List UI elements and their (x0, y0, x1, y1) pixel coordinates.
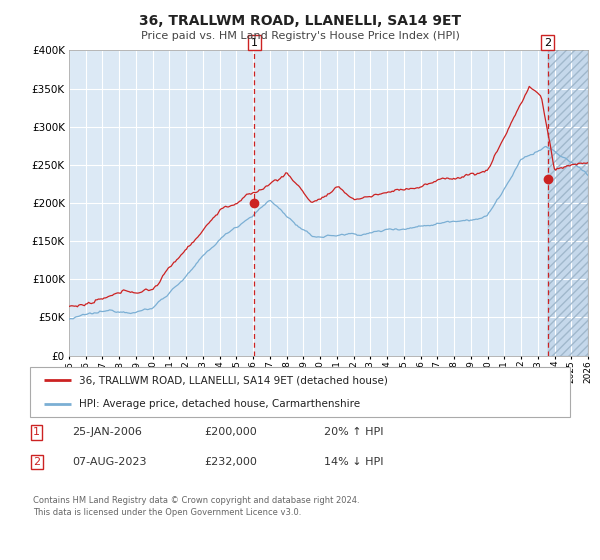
Text: 2: 2 (33, 457, 40, 467)
Bar (548, 50, 588, 356)
Bar (548, 50, 588, 356)
Text: £200,000: £200,000 (204, 427, 257, 437)
Text: £232,000: £232,000 (204, 457, 257, 467)
Text: 36, TRALLWM ROAD, LLANELLI, SA14 9ET: 36, TRALLWM ROAD, LLANELLI, SA14 9ET (139, 14, 461, 28)
Text: HPI: Average price, detached house, Carmarthenshire: HPI: Average price, detached house, Carm… (79, 399, 360, 409)
FancyBboxPatch shape (30, 367, 570, 417)
Text: 36, TRALLWM ROAD, LLANELLI, SA14 9ET (detached house): 36, TRALLWM ROAD, LLANELLI, SA14 9ET (de… (79, 375, 388, 385)
Text: 25-JAN-2006: 25-JAN-2006 (72, 427, 142, 437)
Text: 1: 1 (251, 38, 258, 48)
Text: 2: 2 (544, 38, 551, 48)
Text: Price paid vs. HM Land Registry's House Price Index (HPI): Price paid vs. HM Land Registry's House … (140, 31, 460, 41)
Text: 14% ↓ HPI: 14% ↓ HPI (324, 457, 383, 467)
Text: 07-AUG-2023: 07-AUG-2023 (72, 457, 146, 467)
Text: Contains HM Land Registry data © Crown copyright and database right 2024.
This d: Contains HM Land Registry data © Crown c… (33, 496, 359, 517)
Text: 1: 1 (33, 427, 40, 437)
Text: 20% ↑ HPI: 20% ↑ HPI (324, 427, 383, 437)
